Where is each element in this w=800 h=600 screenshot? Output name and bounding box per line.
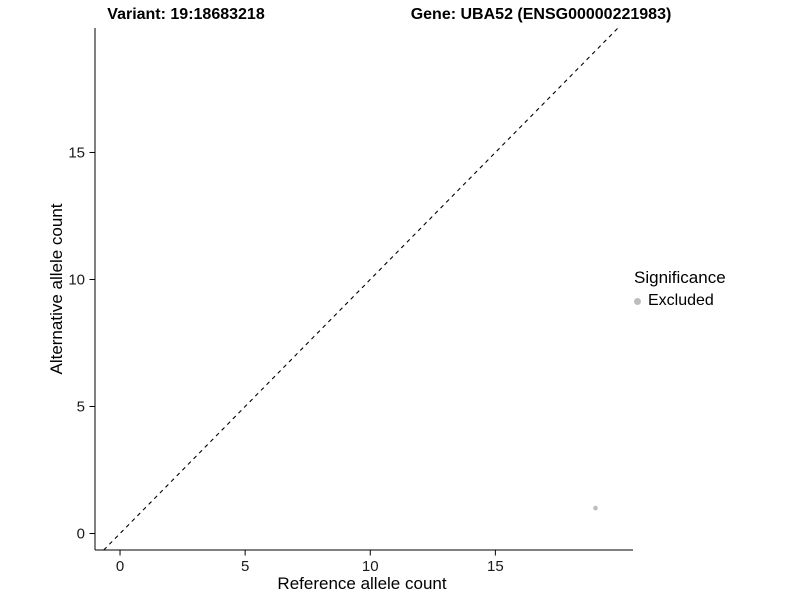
excluded-point-icon [634,297,641,305]
x-tick-label: 15 [487,558,504,575]
legend-entry-label: Excluded [648,292,714,309]
y-axis-label: Alternative allele count [47,203,66,375]
x-tick-label: 5 [241,558,249,575]
y-tick-label: 0 [77,525,85,542]
y-tick-label: 15 [68,144,85,161]
legend: Significance Excluded [634,268,726,310]
legend-title: Significance [634,268,726,287]
y-tick-label: 5 [77,398,85,415]
variant-title: Variant: 19:18683218 [107,6,265,23]
x-axis-label: Reference allele count [277,574,447,593]
legend-entry-excluded: Excluded [634,292,726,310]
x-tick-label: 10 [362,558,379,575]
gene-title: Gene: UBA52 (ENSG00000221983) [410,6,672,23]
identity-line [103,27,619,551]
x-tick-label: 0 [116,558,124,575]
y-tick-label: 10 [68,271,85,288]
data-point [593,505,598,511]
